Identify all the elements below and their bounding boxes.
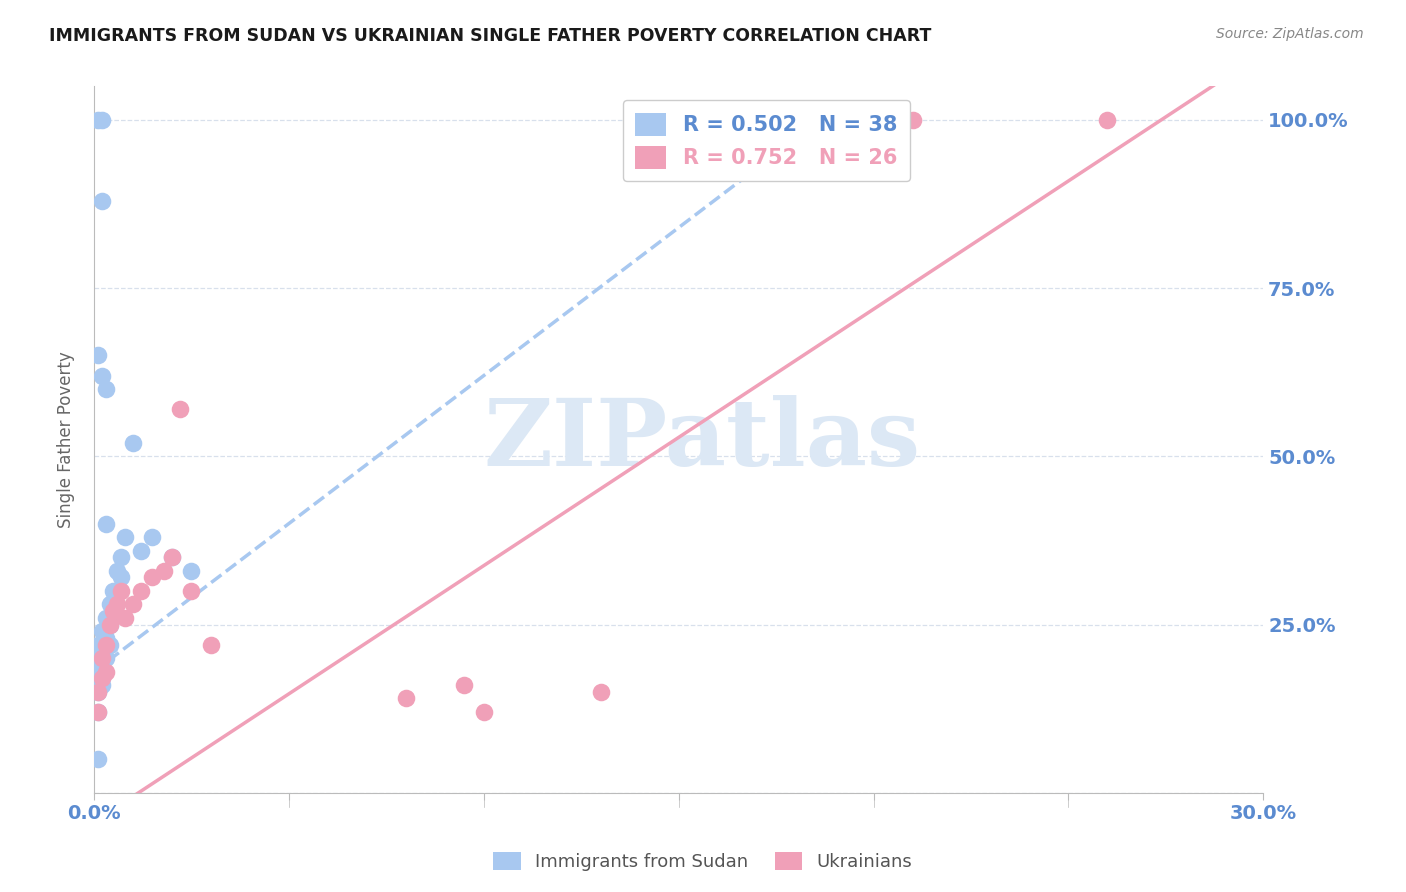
Immigrants from Sudan (160, 550, 183, 565)
Ukrainians (114, 611, 136, 625)
Ukrainians (472, 705, 495, 719)
Immigrants from Sudan (90, 671, 112, 685)
Ukrainians (87, 705, 110, 719)
Ukrainians (180, 583, 202, 598)
Ukrainians (160, 550, 183, 565)
Immigrants from Sudan (122, 436, 145, 450)
Immigrants from Sudan (87, 671, 110, 685)
Immigrants from Sudan (129, 543, 152, 558)
Ukrainians (169, 402, 191, 417)
Immigrants from Sudan (94, 516, 117, 531)
Immigrants from Sudan (180, 564, 202, 578)
Immigrants from Sudan (90, 368, 112, 383)
Ukrainians (141, 570, 163, 584)
Immigrants from Sudan (90, 638, 112, 652)
Ukrainians (94, 638, 117, 652)
Ukrainians (105, 597, 128, 611)
Immigrants from Sudan (87, 685, 110, 699)
Text: Source: ZipAtlas.com: Source: ZipAtlas.com (1216, 27, 1364, 41)
Ukrainians (765, 113, 787, 128)
Immigrants from Sudan (94, 611, 117, 625)
Legend: R = 0.502   N = 38, R = 0.752   N = 26: R = 0.502 N = 38, R = 0.752 N = 26 (623, 100, 910, 181)
Ukrainians (94, 665, 117, 679)
Immigrants from Sudan (87, 348, 110, 362)
Ukrainians (200, 638, 222, 652)
Ukrainians (122, 597, 145, 611)
Immigrants from Sudan (98, 638, 121, 652)
Immigrants from Sudan (103, 604, 125, 618)
Ukrainians (901, 113, 924, 128)
Text: ZIPatlas: ZIPatlas (484, 394, 921, 484)
Ukrainians (589, 685, 612, 699)
Ukrainians (98, 617, 121, 632)
Immigrants from Sudan (103, 583, 125, 598)
Ukrainians (90, 671, 112, 685)
Legend: Immigrants from Sudan, Ukrainians: Immigrants from Sudan, Ukrainians (486, 845, 920, 879)
Immigrants from Sudan (94, 638, 117, 652)
Immigrants from Sudan (90, 624, 112, 639)
Immigrants from Sudan (114, 530, 136, 544)
Immigrants from Sudan (98, 597, 121, 611)
Immigrants from Sudan (105, 583, 128, 598)
Immigrants from Sudan (105, 564, 128, 578)
Ukrainians (110, 583, 132, 598)
Ukrainians (453, 678, 475, 692)
Ukrainians (1097, 113, 1119, 128)
Immigrants from Sudan (90, 651, 112, 665)
Immigrants from Sudan (94, 651, 117, 665)
Immigrants from Sudan (87, 638, 110, 652)
Immigrants from Sudan (87, 651, 110, 665)
Immigrants from Sudan (110, 570, 132, 584)
Immigrants from Sudan (94, 631, 117, 645)
Immigrants from Sudan (98, 617, 121, 632)
Immigrants from Sudan (90, 678, 112, 692)
Immigrants from Sudan (87, 113, 110, 128)
Y-axis label: Single Father Poverty: Single Father Poverty (58, 351, 75, 528)
Ukrainians (129, 583, 152, 598)
Immigrants from Sudan (90, 194, 112, 208)
Immigrants from Sudan (141, 530, 163, 544)
Ukrainians (90, 651, 112, 665)
Ukrainians (395, 691, 418, 706)
Immigrants from Sudan (87, 752, 110, 766)
Text: IMMIGRANTS FROM SUDAN VS UKRAINIAN SINGLE FATHER POVERTY CORRELATION CHART: IMMIGRANTS FROM SUDAN VS UKRAINIAN SINGL… (49, 27, 932, 45)
Immigrants from Sudan (87, 665, 110, 679)
Ukrainians (87, 685, 110, 699)
Immigrants from Sudan (87, 705, 110, 719)
Immigrants from Sudan (110, 550, 132, 565)
Ukrainians (153, 564, 176, 578)
Ukrainians (103, 604, 125, 618)
Immigrants from Sudan (90, 113, 112, 128)
Immigrants from Sudan (94, 382, 117, 396)
